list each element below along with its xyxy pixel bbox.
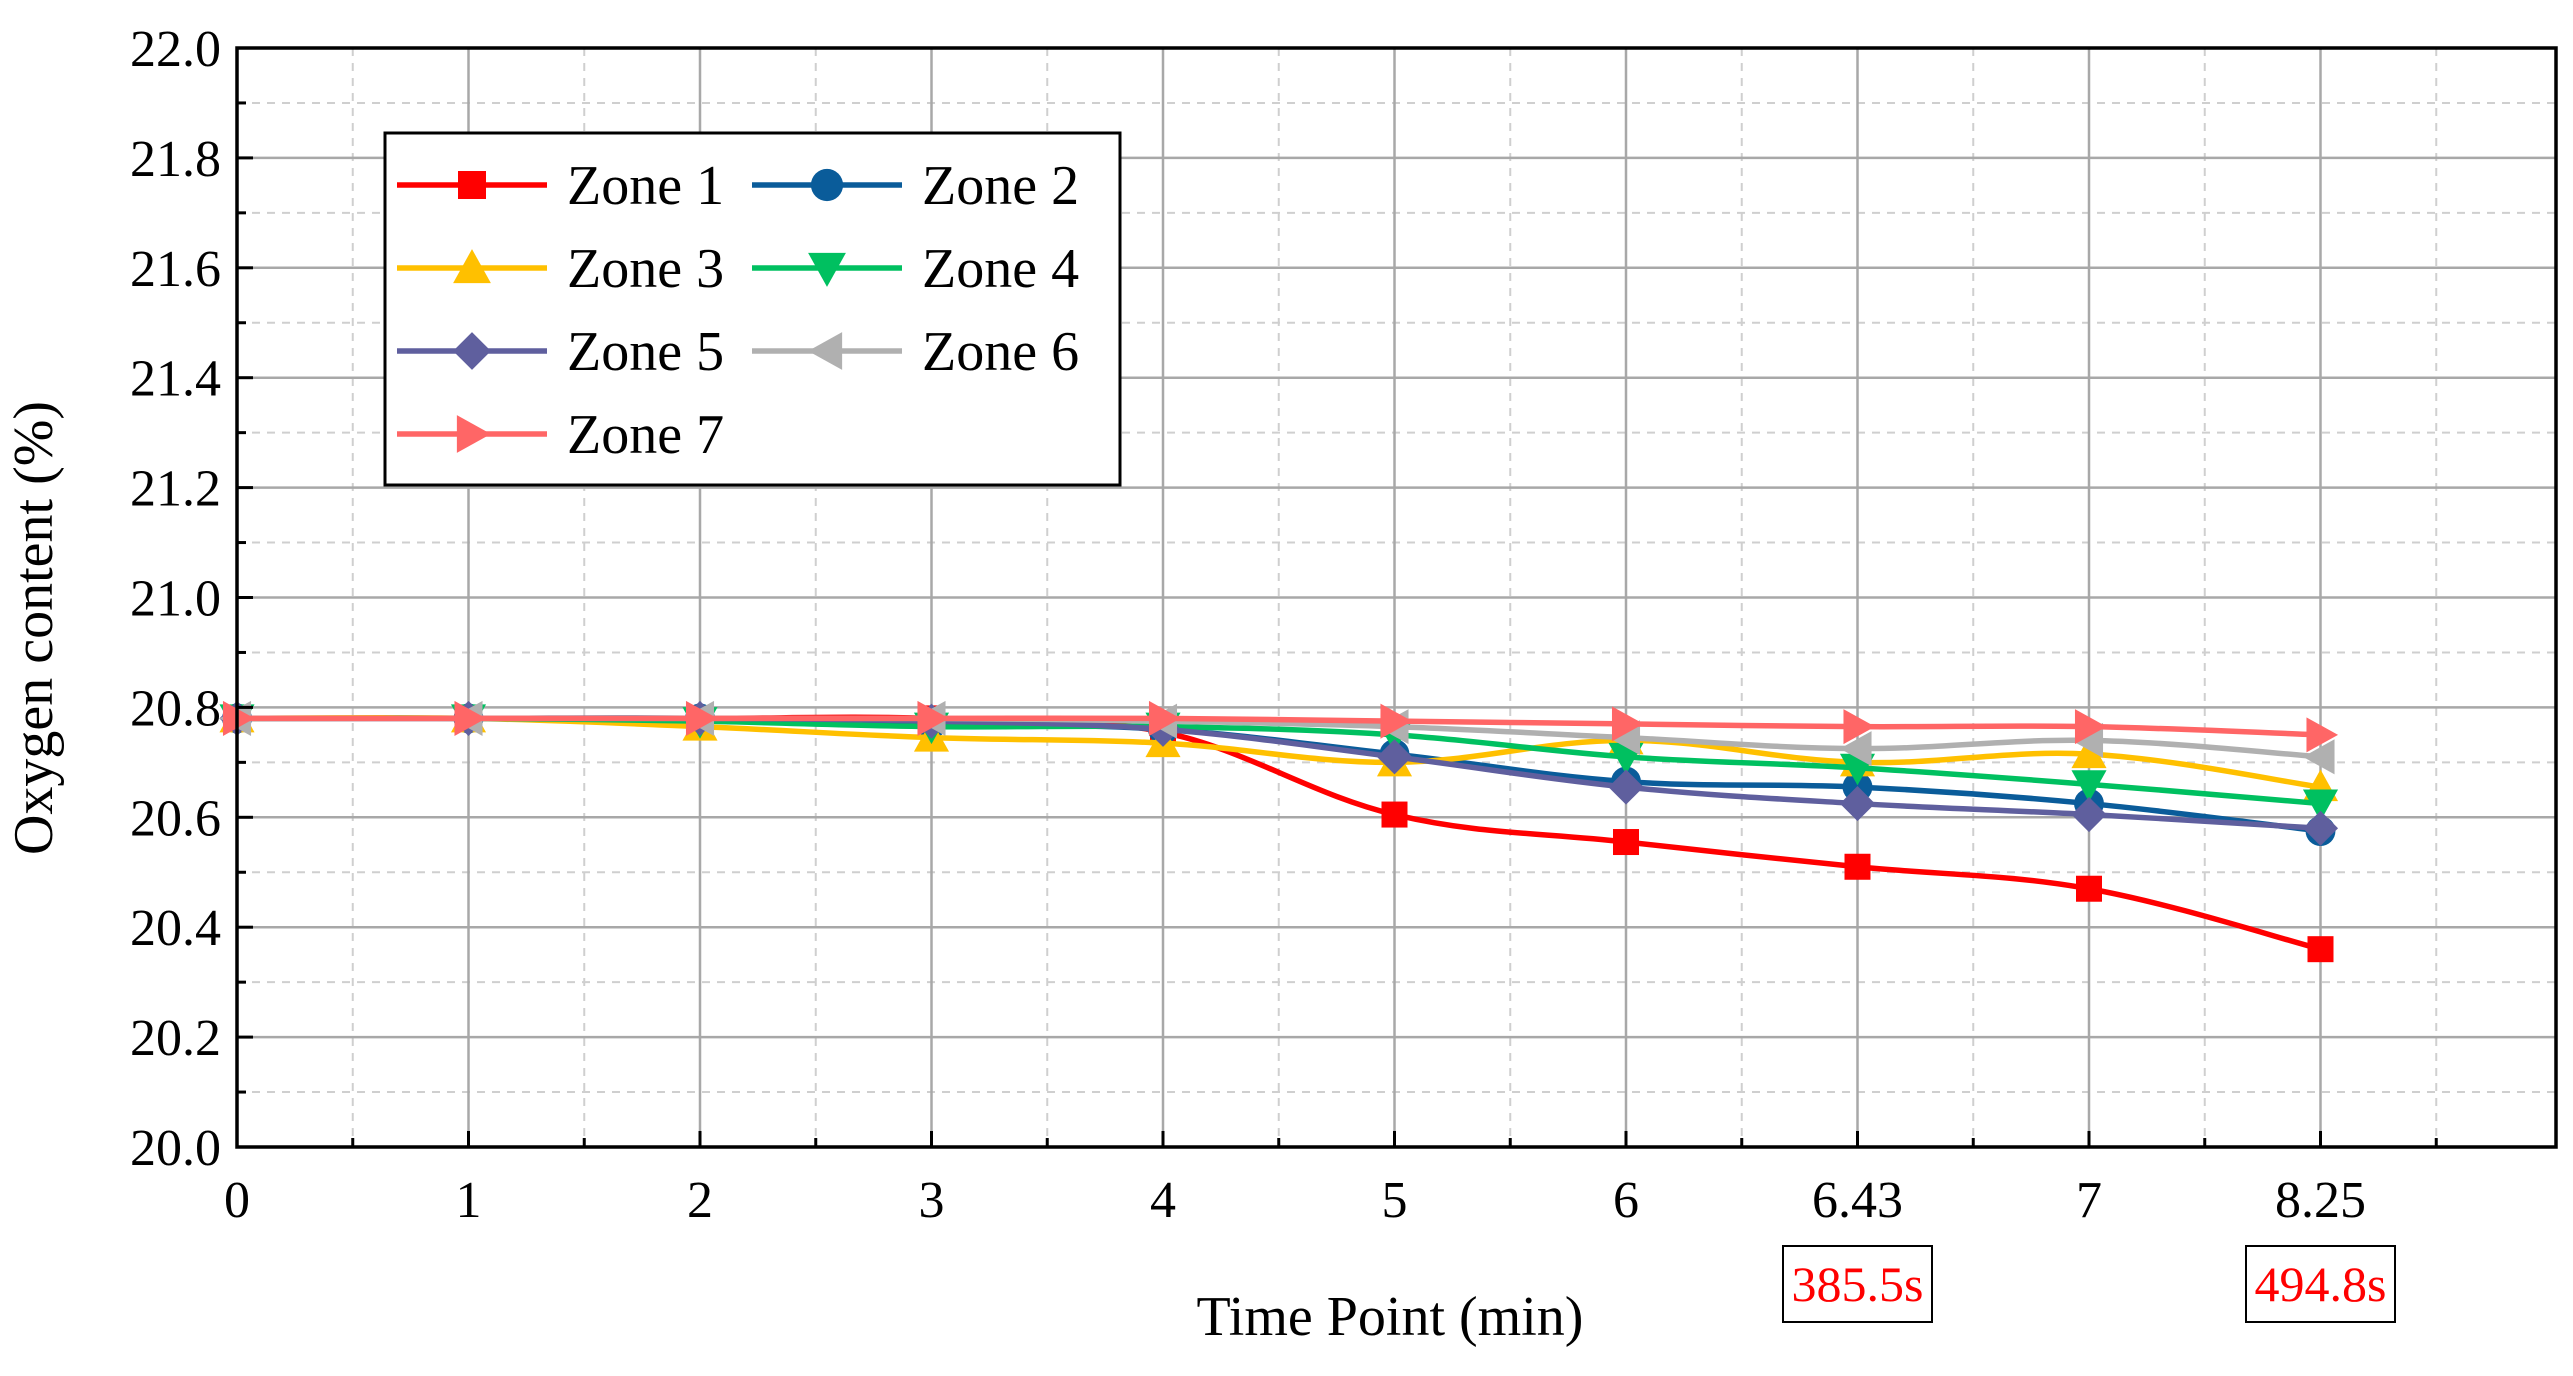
point-zone-5-7 [2071, 797, 2107, 833]
annotation-box-494-8s: 494.8s [2244, 1245, 2397, 1323]
legend-marker-diamond [453, 332, 491, 370]
x-tick-label-6-43: 6.43 [1812, 1172, 1903, 1229]
point-zone-3-7 [2071, 736, 2107, 769]
legend-label-zone-1: Zone 1 [567, 155, 724, 217]
y-tick-label-20-0: 20.0 [130, 1120, 221, 1177]
x-tick-label-0: 0 [224, 1172, 250, 1229]
x-axis-title: Time Point (min) [1197, 1286, 1584, 1348]
series-line-zone-7 [236, 715, 2321, 738]
point-zone-1-8-25 [2307, 936, 2334, 963]
y-tick-label-21-6: 21.6 [130, 241, 221, 298]
y-tick-label-20-8: 20.8 [130, 680, 221, 737]
legend-label-zone-5: Zone 5 [567, 321, 724, 383]
point-zone-7-6 [1611, 706, 1644, 742]
legend-entry-zone-7: Zone 7 [397, 404, 724, 466]
y-tick-label-22-0: 22.0 [130, 21, 221, 78]
axis-layer: 20.0 20.2 20.4 20.6 20.8 21.0 21.2 21.4 21.6 21.8… [130, 21, 2558, 1229]
y-tick-label-20-2: 20.2 [130, 1010, 221, 1067]
point-zone-7-4 [1148, 700, 1181, 736]
point-zone-4-8-25 [2302, 789, 2339, 822]
y-tick-label-20-6: 20.6 [130, 790, 221, 847]
legend-entry-zone-6: Zone 6 [752, 321, 1079, 383]
annotation-box-385-5s: 385.5s [1781, 1245, 1934, 1323]
y-axis-title: Oxygen content (%) [3, 401, 65, 855]
point-zone-1-5 [1381, 801, 1408, 828]
x-tick-label-2: 2 [687, 1172, 713, 1229]
legend-label-zone-3: Zone 3 [567, 238, 724, 300]
y-tick-label-21-0: 21.0 [130, 571, 221, 628]
point-zone-5-6-43 [1839, 786, 1876, 822]
legend-marker-triangle-left [808, 332, 843, 370]
point-zone-6-8-25 [2302, 739, 2335, 775]
legend-entry-zone-4: Zone 4 [752, 238, 1079, 300]
point-zone-7-5 [1380, 703, 1413, 739]
legend-marker-triangle-down [808, 252, 846, 287]
series-zone-7 [222, 700, 2339, 753]
legend-marker-triangle-up [453, 249, 491, 284]
legend-label-zone-2: Zone 2 [922, 155, 1079, 217]
series-layer [219, 700, 2339, 963]
x-tick-label-1: 1 [456, 1172, 482, 1229]
point-zone-7-0 [222, 700, 255, 736]
legend-label-zone-7: Zone 7 [567, 404, 724, 466]
y-tick-label-21-4: 21.4 [130, 351, 221, 408]
x-tick-label-5: 5 [1382, 1172, 1408, 1229]
point-zone-7-1 [454, 700, 487, 736]
legend-marker-triangle-right [456, 415, 491, 453]
x-tick-label-6: 6 [1613, 1172, 1639, 1229]
point-zone-5-6 [1608, 769, 1644, 805]
point-zone-6-6-43 [1839, 731, 1872, 767]
legend-entry-zone-5: Zone 5 [397, 321, 724, 383]
legend-entry-zone-2: Zone 2 [752, 155, 1079, 217]
legend: Zone 1 Zone 2 Zone 3 Zone 4 Zone 5 Zone 6 Zone… [383, 131, 1122, 487]
point-zone-7-6-43 [1843, 709, 1876, 745]
legend-entry-zone-3: Zone 3 [397, 238, 724, 300]
point-zone-1-6-43 [1844, 853, 1871, 880]
point-zone-7-7 [2074, 709, 2107, 745]
point-zone-5-5 [1376, 739, 1413, 775]
legend-label-zone-4: Zone 4 [922, 238, 1079, 300]
point-zone-7-3 [917, 700, 950, 736]
legend-marker-circle [810, 168, 844, 202]
x-tick-label-7: 7 [2076, 1172, 2102, 1229]
point-zone-1-7 [2076, 875, 2102, 902]
x-tick-label-8-25: 8.25 [2275, 1172, 2366, 1229]
legend-box [383, 131, 1122, 487]
y-tick-label-21-2: 21.2 [130, 461, 221, 518]
x-tick-label-3: 3 [919, 1172, 945, 1229]
point-zone-1-6 [1613, 829, 1639, 856]
legend-entry-zone-1: Zone 1 [397, 155, 724, 217]
point-zone-7-8-25 [2306, 717, 2339, 753]
legend-marker-square [458, 171, 486, 199]
point-zone-5-8-25 [2302, 810, 2339, 846]
y-tick-label-20-4: 20.4 [130, 900, 221, 957]
point-zone-4-7 [2071, 770, 2107, 802]
point-zone-7-2 [685, 700, 718, 736]
x-tick-label-4: 4 [1150, 1172, 1176, 1229]
y-tick-label-21-8: 21.8 [130, 131, 221, 188]
legend-label-zone-6: Zone 6 [922, 321, 1079, 383]
